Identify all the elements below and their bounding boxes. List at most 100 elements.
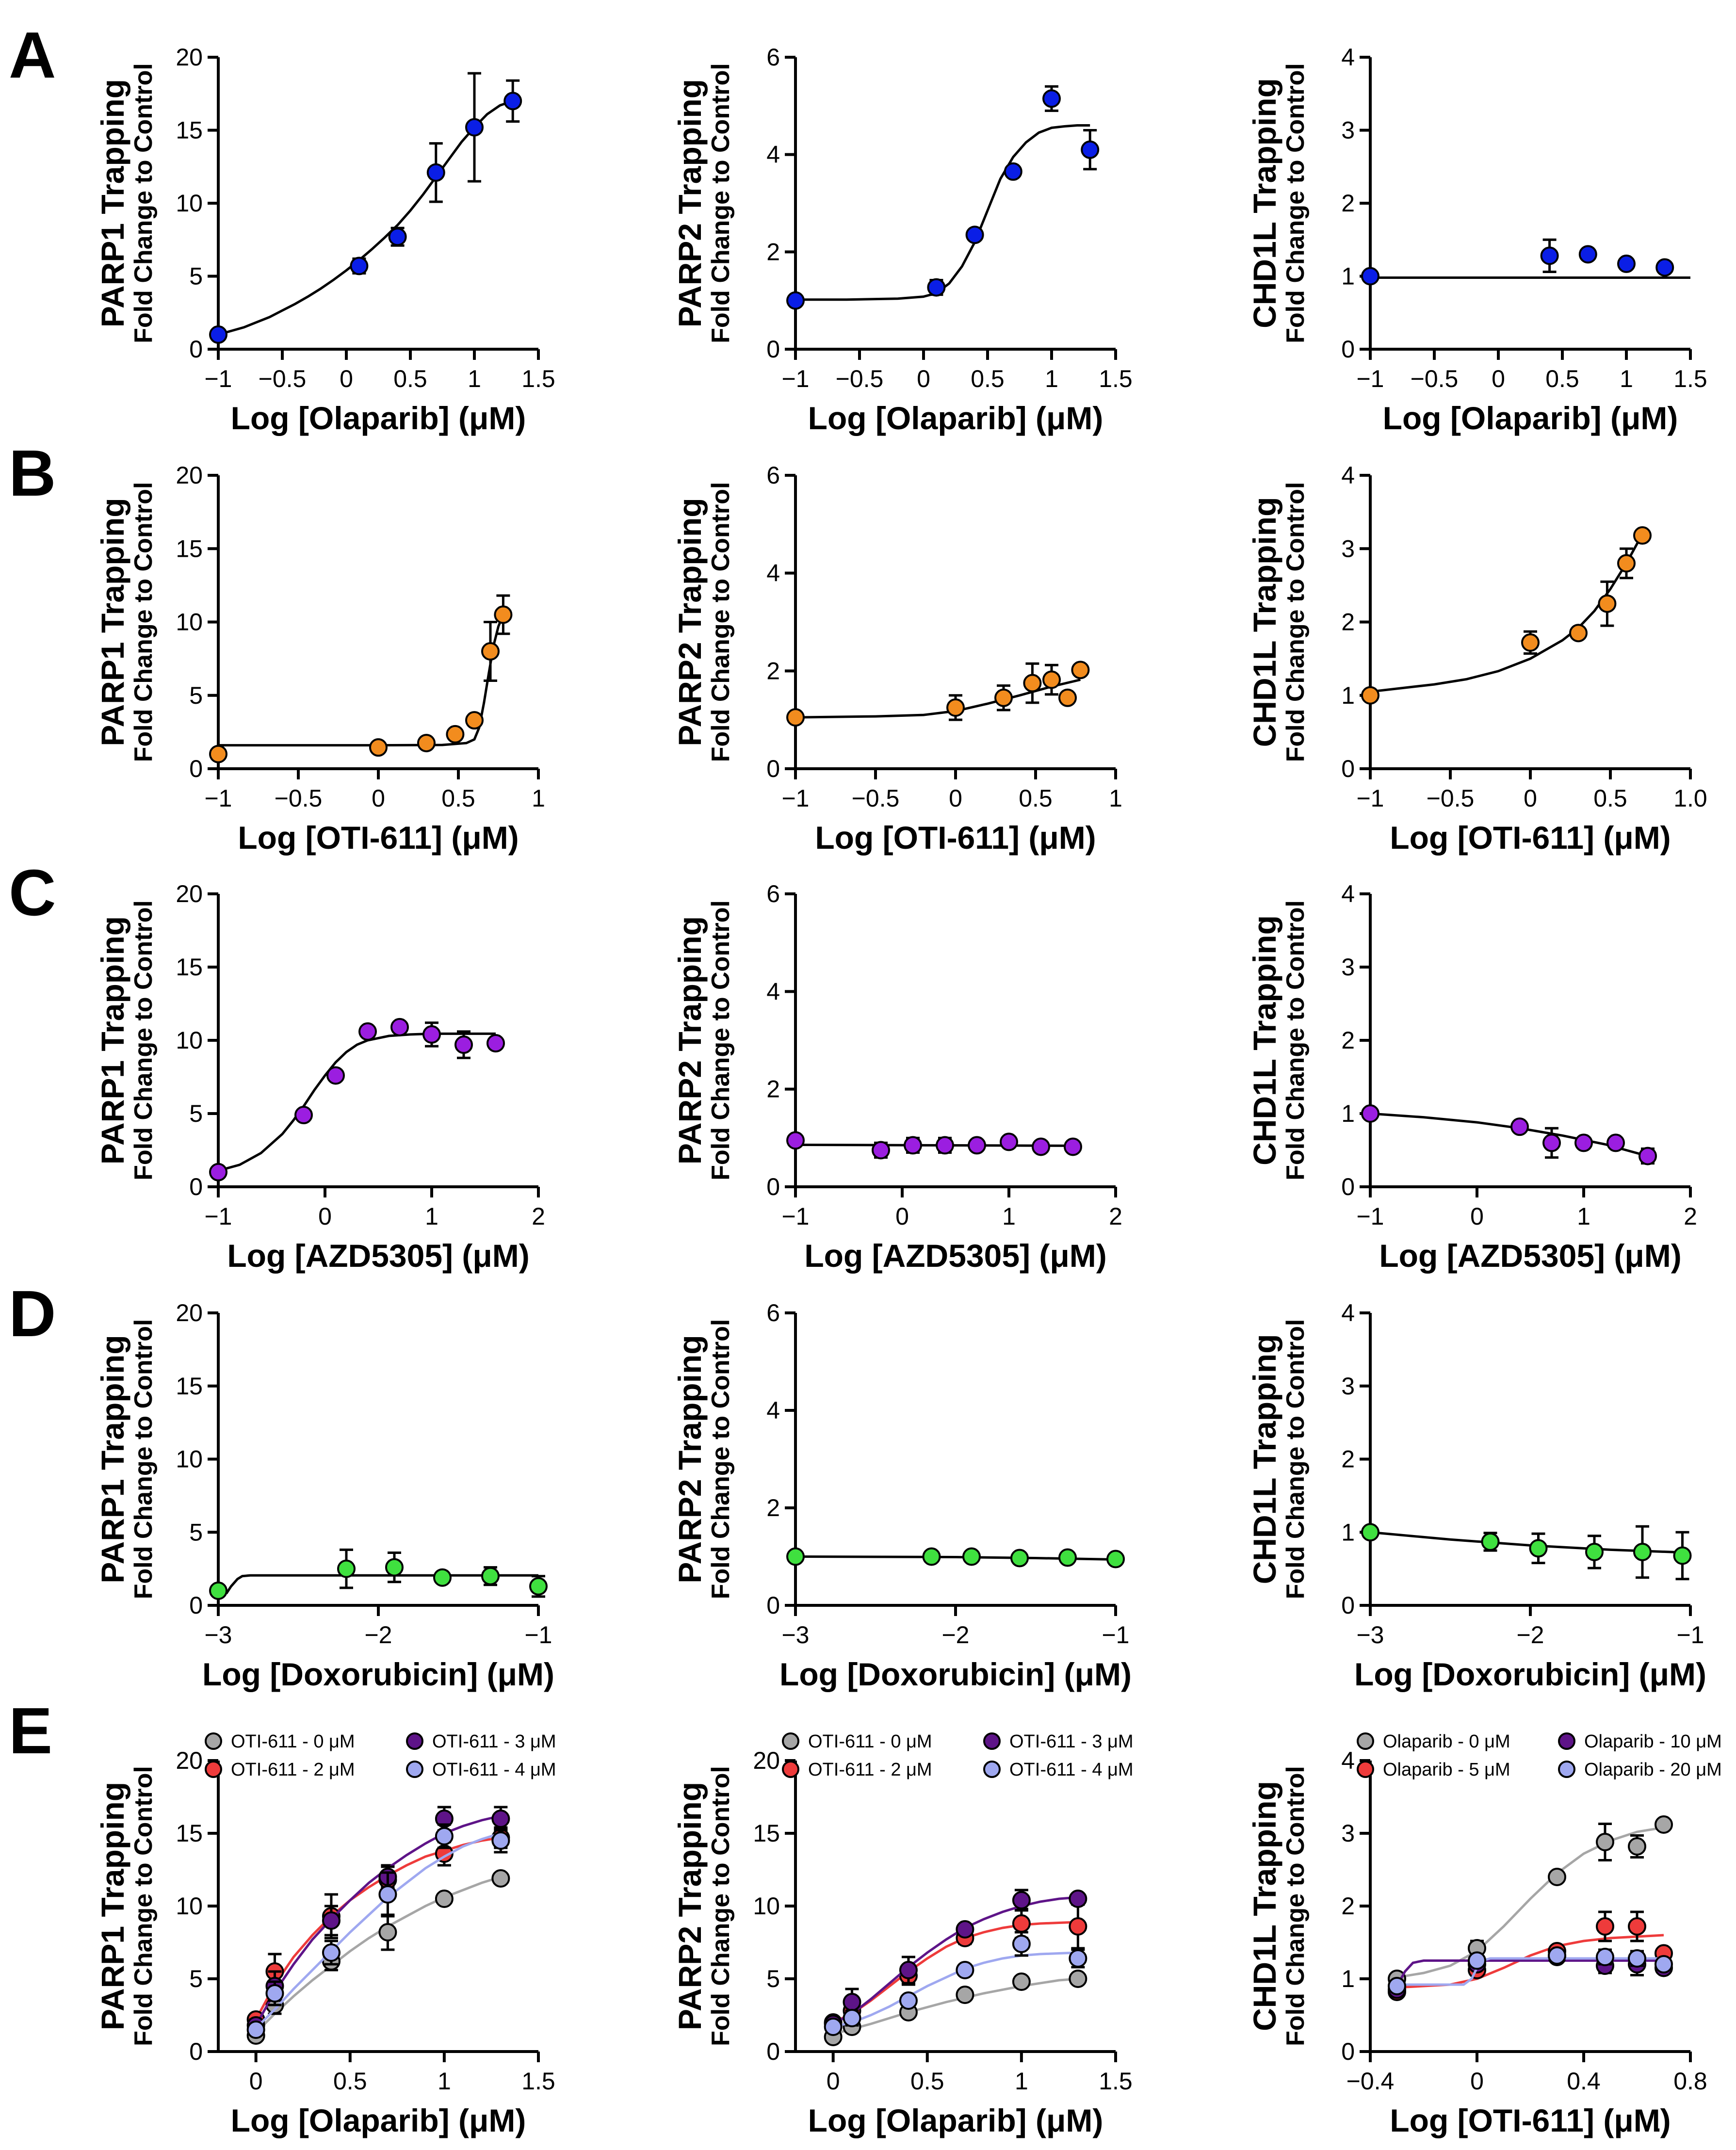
x-tick-label: −0.4 [1347,2068,1395,2095]
data-point [1598,594,1617,613]
x-tick-label: 1 [468,365,481,392]
y-tick-label: 6 [766,462,780,489]
x-tick-label: 0 [949,785,962,812]
y-tick-label: 15 [753,1820,780,1847]
legend-marker [983,1732,1001,1750]
fit-curve [255,1836,501,2021]
y-tick-label: 4 [766,141,780,168]
x-tick-label: 1.0 [1673,785,1707,812]
data-point [209,1581,227,1600]
data-point [843,2009,861,2027]
y-tick-label: 4 [1341,44,1355,71]
data-point [968,1136,986,1155]
y-tick-label: 0 [1341,1173,1355,1200]
data-point [1004,162,1022,181]
data-point [337,1559,356,1578]
data-point [843,1993,861,2011]
legend-marker [1558,1732,1575,1750]
fit-curve [1370,533,1644,693]
y-axis-label: PARP1 Trapping [95,1782,130,2030]
legend-marker [205,1732,222,1750]
legend-label: Olaparib - 0 μM [1383,1731,1510,1752]
data-point [209,325,227,344]
x-tick-label: 0 [1492,365,1505,392]
data-point [936,1136,954,1155]
data-point [1633,1542,1652,1561]
data-point [1655,1955,1673,1973]
y-tick-label: 0 [766,1173,780,1200]
y-tick-label: 4 [766,1397,780,1424]
data-point [1521,633,1540,652]
data-point [956,1920,974,1939]
x-tick-label: −3 [781,1621,809,1649]
data-point [786,708,805,727]
data-point [1633,526,1652,545]
data-point [435,1827,454,1845]
legend-label: OTI-611 - 4 μM [1009,1760,1134,1780]
data-point [1042,89,1061,108]
data-point [1012,1935,1031,1953]
y-tick-label: 4 [1341,880,1355,907]
x-tick-label: −1 [204,1203,232,1230]
data-point [1058,1548,1077,1567]
fit-curve [218,614,504,747]
legend-marker [1357,1761,1374,1778]
x-tick-label: 1 [1002,1203,1016,1230]
x-axis-label: Log [Olaparib] (μM) [231,400,526,436]
data-point [1012,1972,1031,1991]
x-tick-label: −1 [781,1203,809,1230]
y-tick-label: 0 [189,1173,203,1200]
y-tick-label: 5 [766,1965,780,1992]
x-axis-label: Log [Olaparib] (μM) [808,400,1103,436]
x-tick-label: 0 [249,2068,263,2095]
x-tick-label: 0 [340,365,353,392]
y-tick-label: 2 [766,1076,780,1103]
y-tick-label: 20 [176,44,203,71]
x-tick-label: 1 [532,785,545,812]
y-tick-label: 3 [1341,1820,1355,1847]
y-axis-label: PARP2 Trapping [672,1335,708,1583]
fit-curve [795,679,1081,719]
y-tick-label: 1 [1341,1965,1355,1992]
y-axis-label: PARP2 Trapping [672,79,708,327]
legend-marker [406,1732,423,1750]
legend-marker [406,1761,423,1778]
y-axis-label: PARP1 Trapping [95,79,130,327]
data-point [1628,1917,1646,1936]
data-point [369,738,388,757]
y-tick-label: 0 [1341,2038,1355,2065]
fit-curve [1397,1957,1664,1986]
x-tick-label: 0.5 [393,365,427,392]
data-point [899,1961,918,1979]
y-tick-label: 4 [766,560,780,587]
y-axis-sublabel: Fold Change to Control [130,482,158,762]
y-tick-label: 1 [1341,1100,1355,1127]
legend-label: OTI-611 - 2 μM [231,1760,355,1780]
y-tick-label: 1 [1341,263,1355,290]
data-point [481,1567,500,1585]
data-point [454,1035,473,1054]
data-point [1596,1948,1614,1966]
x-tick-label: 1.5 [1673,365,1707,392]
y-tick-label: 15 [176,1373,203,1400]
legend-marker [1558,1761,1575,1778]
data-point [1361,267,1379,286]
chart-12: 0 0.5 1 1.5 0 5 10 15 20 Log [Olaparib] (μM) PARP1… [95,1731,556,2138]
y-axis-label: PARP1 Trapping [95,916,130,1164]
panel-letter-b: B [9,436,56,510]
data-point [1064,1137,1082,1156]
data-point [872,1141,890,1160]
x-tick-label: 1 [438,2068,451,2095]
y-tick-label: 0 [189,1592,203,1619]
x-tick-label: −0.5 [1427,785,1475,812]
x-axis-label: Log [AZD5305] (μM) [227,1238,529,1274]
chart-14: −0.4 0 0.4 0.8 0 1 2 3 4 Log [OTI-611] (μM) CHD1L … [1247,1731,1722,2138]
x-tick-label: −1 [781,365,809,392]
y-axis-sublabel: Fold Change to Control [707,900,735,1180]
data-point [246,2021,265,2039]
x-axis-label: Log [OTI-611] (μM) [1390,820,1671,856]
chart-1: −1 −0.5 0 0.5 1 1.5 0 2 4 6 Log [Olaparib] (μM) PAR… [672,44,1133,436]
legend-marker [205,1761,222,1778]
fit-curve [832,1921,1078,2024]
